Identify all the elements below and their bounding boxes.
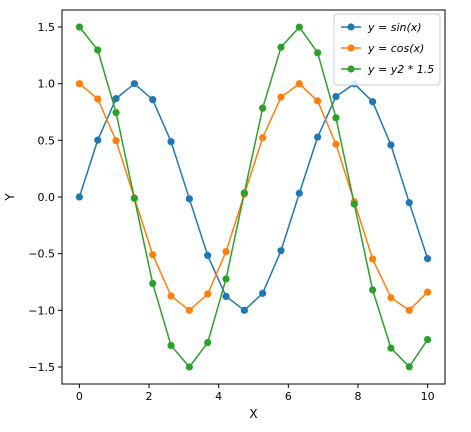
legend-swatch-marker xyxy=(347,44,355,52)
data-point xyxy=(332,92,340,101)
data-point xyxy=(405,363,413,371)
data-point xyxy=(130,80,138,88)
legend-item: y = y2 * 1.5 xyxy=(341,63,434,76)
data-point xyxy=(423,288,432,296)
data-point xyxy=(350,200,358,208)
data-point xyxy=(314,97,322,105)
data-point xyxy=(277,43,285,51)
data-point xyxy=(185,195,193,203)
x-tick-label: 0 xyxy=(76,390,83,403)
data-point xyxy=(332,114,340,122)
data-point xyxy=(314,49,322,57)
data-point xyxy=(75,80,84,88)
series-line xyxy=(78,82,429,312)
data-point xyxy=(75,193,84,201)
data-point xyxy=(369,255,377,263)
y-tick-label: −0.5 xyxy=(28,248,55,261)
data-point xyxy=(94,95,102,103)
y-tick-label: 1.0 xyxy=(38,78,56,91)
data-point xyxy=(259,104,267,112)
data-point xyxy=(295,189,303,197)
legend-item: y = cos(x) xyxy=(341,42,424,55)
data-point xyxy=(387,141,395,149)
data-point xyxy=(204,338,212,347)
legend-item: y = sin(x) xyxy=(341,21,422,34)
data-point xyxy=(112,95,120,103)
data-point xyxy=(295,23,303,31)
data-point xyxy=(112,137,120,145)
y-tick-label: 0.0 xyxy=(38,191,56,204)
y-tick-label: −1.0 xyxy=(28,304,55,317)
data-point xyxy=(204,251,212,260)
data-point xyxy=(277,93,285,101)
data-point xyxy=(332,140,340,148)
data-point xyxy=(423,255,432,263)
data-point xyxy=(423,335,432,344)
data-point xyxy=(112,108,120,117)
legend: y = sin(x) y = cos(x) y = y2 * 1.5 xyxy=(333,13,441,86)
data-point xyxy=(240,306,248,314)
x-tick-label: 2 xyxy=(146,390,153,403)
x-tick-label: 6 xyxy=(285,390,292,403)
data-point xyxy=(405,306,413,314)
data-point xyxy=(240,189,248,197)
data-point xyxy=(185,363,193,371)
data-point xyxy=(94,46,102,54)
x-tick-label: 8 xyxy=(354,390,361,403)
data-point xyxy=(387,294,395,302)
y-tick-label: 1.5 xyxy=(38,21,56,34)
series-line xyxy=(78,25,429,369)
data-point xyxy=(295,80,303,88)
data-point xyxy=(387,344,395,352)
data-point xyxy=(75,23,84,31)
data-point xyxy=(222,292,230,300)
legend-label: y = cos(x) xyxy=(367,42,424,55)
y-axis: −1.5 −1.0 −0.5 0.0 0.5 1.0 1.5 xyxy=(28,21,62,374)
legend-swatch-marker xyxy=(347,23,355,31)
x-tick-label: 10 xyxy=(421,390,435,403)
series-1 xyxy=(75,80,432,314)
data-point xyxy=(130,194,138,202)
data-point xyxy=(222,275,230,283)
data-point xyxy=(259,289,267,297)
y-axis-label: Y xyxy=(3,193,17,202)
data-point xyxy=(259,134,267,142)
data-point xyxy=(277,247,285,255)
legend-label: y = sin(x) xyxy=(367,21,422,34)
series-line xyxy=(78,82,429,312)
y-tick-label: −1.5 xyxy=(28,361,55,374)
legend-label: y = y2 * 1.5 xyxy=(367,63,434,76)
x-tick-label: 4 xyxy=(215,390,222,403)
x-axis: 0 2 4 6 8 10 xyxy=(76,384,435,403)
data-point xyxy=(185,306,193,314)
data-point xyxy=(149,251,157,259)
series-2 xyxy=(75,80,432,314)
data-point xyxy=(369,98,377,106)
series-layer xyxy=(75,23,432,371)
series-3 xyxy=(75,23,432,371)
data-point xyxy=(167,138,175,146)
x-axis-label: X xyxy=(249,407,257,421)
data-point xyxy=(204,290,212,298)
legend-swatch-marker xyxy=(347,65,355,73)
data-point xyxy=(222,248,230,256)
data-point xyxy=(405,199,413,207)
data-point xyxy=(369,286,377,294)
data-point xyxy=(167,292,175,300)
data-point xyxy=(94,136,102,144)
data-point xyxy=(149,96,157,104)
legend-box xyxy=(333,13,441,86)
data-point xyxy=(167,341,175,350)
data-point xyxy=(149,279,157,288)
y-tick-label: 0.5 xyxy=(38,134,56,147)
data-point xyxy=(314,133,322,141)
